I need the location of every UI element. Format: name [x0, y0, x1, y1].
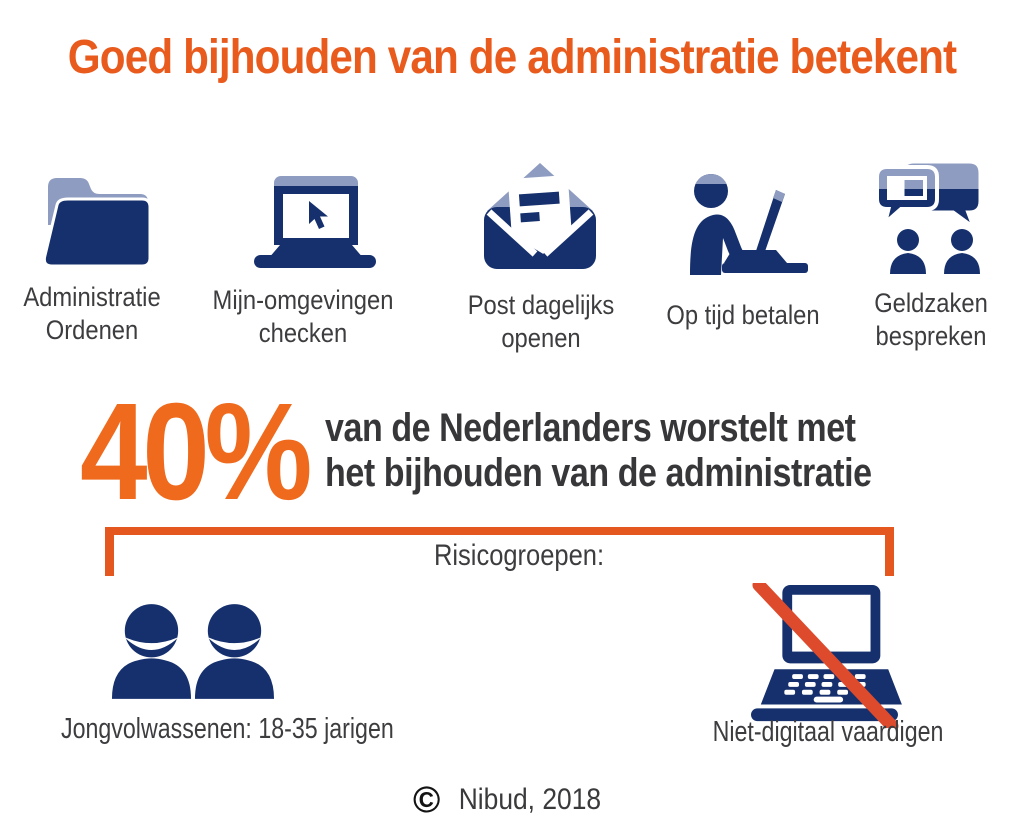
benefit-label-administratie: Administratie Ordenen: [0, 281, 198, 347]
risk-label-niet-digitaal: Niet-digitaal vaardigen: [712, 716, 944, 748]
page-title: Goed bijhouden van de administratie bete…: [67, 31, 957, 84]
benefit-label-line: Op tijd betalen: [666, 300, 820, 330]
benefit-label-line: checken: [258, 318, 348, 348]
stat-text-line: het bijhouden van de administratie: [325, 451, 872, 495]
benefit-label-line: openen: [501, 323, 581, 353]
benefit-label-line: Post dagelijks: [467, 290, 615, 320]
laptop-cursor-icon: [254, 176, 376, 268]
credit-text: Nibud, 2018: [458, 782, 602, 816]
footer: © Nibud, 2018: [0, 781, 1024, 818]
conversation-icon: [870, 158, 988, 274]
benefit-label-betalen: Op tijd betalen: [637, 299, 848, 332]
benefit-label-line: bespreken: [875, 321, 987, 351]
benefit-label-line: Mijn-omgevingen: [212, 285, 394, 315]
benefit-label-mijn-omgevingen: Mijn-omgevingen checken: [197, 284, 408, 350]
stat-text: van de Nederlanders worstelt met het bij…: [325, 406, 872, 496]
copyright-icon: ©: [412, 779, 441, 820]
open-envelope-icon: [484, 163, 596, 269]
person-paying-icon: [690, 174, 808, 275]
risk-heading: Risicogroepen:: [433, 539, 605, 572]
benefit-label-line: Ordenen: [45, 315, 139, 345]
benefit-label-line: Administratie: [23, 282, 161, 312]
folder-icon: [42, 178, 152, 268]
benefit-label-geldzaken: Geldzaken bespreken: [825, 287, 1024, 353]
risk-bracket: [105, 527, 894, 576]
benefit-label-post: Post dagelijks openen: [435, 289, 646, 355]
crossed-laptop-icon: [751, 583, 902, 728]
stat-value: 40%: [80, 375, 313, 529]
benefit-label-line: Geldzaken: [874, 288, 988, 318]
young-adults-icon: [111, 604, 275, 699]
risk-label-jongvolwassenen: Jongvolwassenen: 18-35 jarigen: [61, 713, 394, 745]
stat-text-line: van de Nederlanders worstelt met: [325, 406, 856, 450]
